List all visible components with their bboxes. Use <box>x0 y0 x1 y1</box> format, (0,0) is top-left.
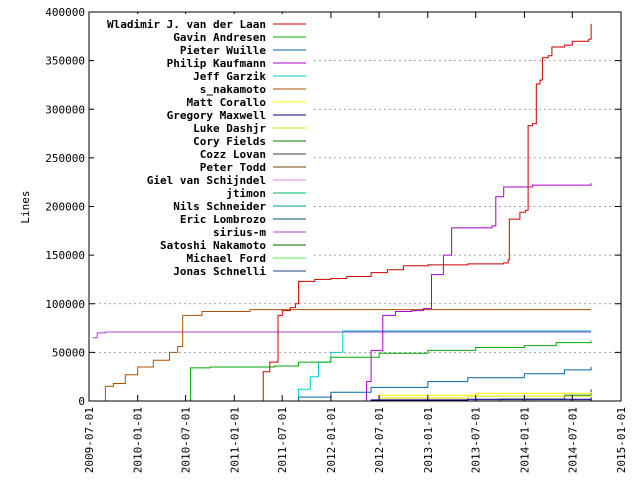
y-tick-label: 350000 <box>45 55 85 68</box>
legend-entry-label: Eric Lombrozo <box>180 213 266 226</box>
legend-entry-label: sirius-m <box>213 226 266 239</box>
legend-entry-label: Gavin Andresen <box>173 31 266 44</box>
y-tick-label: 250000 <box>45 152 85 165</box>
legend-entry-label: Philip Kaufmann <box>167 57 266 70</box>
series-line <box>362 183 592 402</box>
x-tick-label: 2011-07-01 <box>276 407 289 473</box>
legend-entry-label: Peter Todd <box>200 161 266 174</box>
legend-entry-label: Cory Fields <box>193 135 266 148</box>
y-tick-label: 400000 <box>45 6 85 19</box>
legend-entry-label: Cozz Lovan <box>200 148 266 161</box>
legend-entry-label: Michael Ford <box>187 252 266 265</box>
legend-entry-label: Giel van Schijndel <box>147 174 266 187</box>
legend-entry-label: Matt Corallo <box>187 96 267 109</box>
legend-entry-label: Satoshi Nakamoto <box>160 239 266 252</box>
series-line <box>290 330 592 402</box>
x-tick-label: 2014-01-01 <box>518 407 531 473</box>
legend-entry-label: Gregory Maxwell <box>167 109 266 122</box>
x-tick-label: 2010-07-01 <box>180 407 193 473</box>
y-tick-label: 50000 <box>52 346 85 359</box>
series-line <box>97 309 592 402</box>
x-tick-label: 2013-01-01 <box>422 407 435 473</box>
legend-entry-label: Jonas Schnelli <box>173 265 266 278</box>
legend-entry-label: s_nakamoto <box>200 83 267 96</box>
series-line <box>261 23 592 402</box>
y-axis-label: Lines <box>19 190 32 223</box>
y-tick-label: 300000 <box>45 103 85 116</box>
series-line <box>274 367 592 402</box>
y-axis-ticks: 0 50000 100000 150000 200000 250000 300000 3500… <box>45 6 621 408</box>
y-tick-label: 200000 <box>45 201 85 214</box>
x-tick-label: 2010-01-01 <box>132 407 145 473</box>
legend-entry-label: Pieter Wuille <box>180 44 266 57</box>
x-tick-label: 2009-07-01 <box>83 407 96 473</box>
legend-entry-label: Wladimir J. van der Laan <box>107 18 266 31</box>
x-tick-label: 2012-07-01 <box>373 407 386 473</box>
y-tick-label: 0 <box>78 395 85 408</box>
x-axis-ticks: 2009-07-01 2010-01-01 2010-07-01 2011-01-01… <box>83 12 628 473</box>
legend-entry-label: Jeff Garzik <box>193 70 266 83</box>
legend-entry-label: Nils Schneider <box>173 200 266 213</box>
series-line <box>189 340 592 402</box>
y-tick-label: 150000 <box>45 249 85 262</box>
x-tick-label: 2011-01-01 <box>228 407 241 473</box>
y-tick-label: 100000 <box>45 298 85 311</box>
x-tick-label: 2013-07-01 <box>470 407 483 473</box>
x-tick-label: 2015-01-01 <box>615 407 628 473</box>
x-tick-label: 2014-07-01 <box>566 407 579 473</box>
legend-entry-label: jtimon <box>226 187 266 200</box>
series-line <box>92 331 592 339</box>
legend-entry-label: Luke Dashjr <box>193 122 266 135</box>
grid-lines <box>89 60 621 353</box>
x-tick-label: 2012-01-01 <box>325 407 338 473</box>
